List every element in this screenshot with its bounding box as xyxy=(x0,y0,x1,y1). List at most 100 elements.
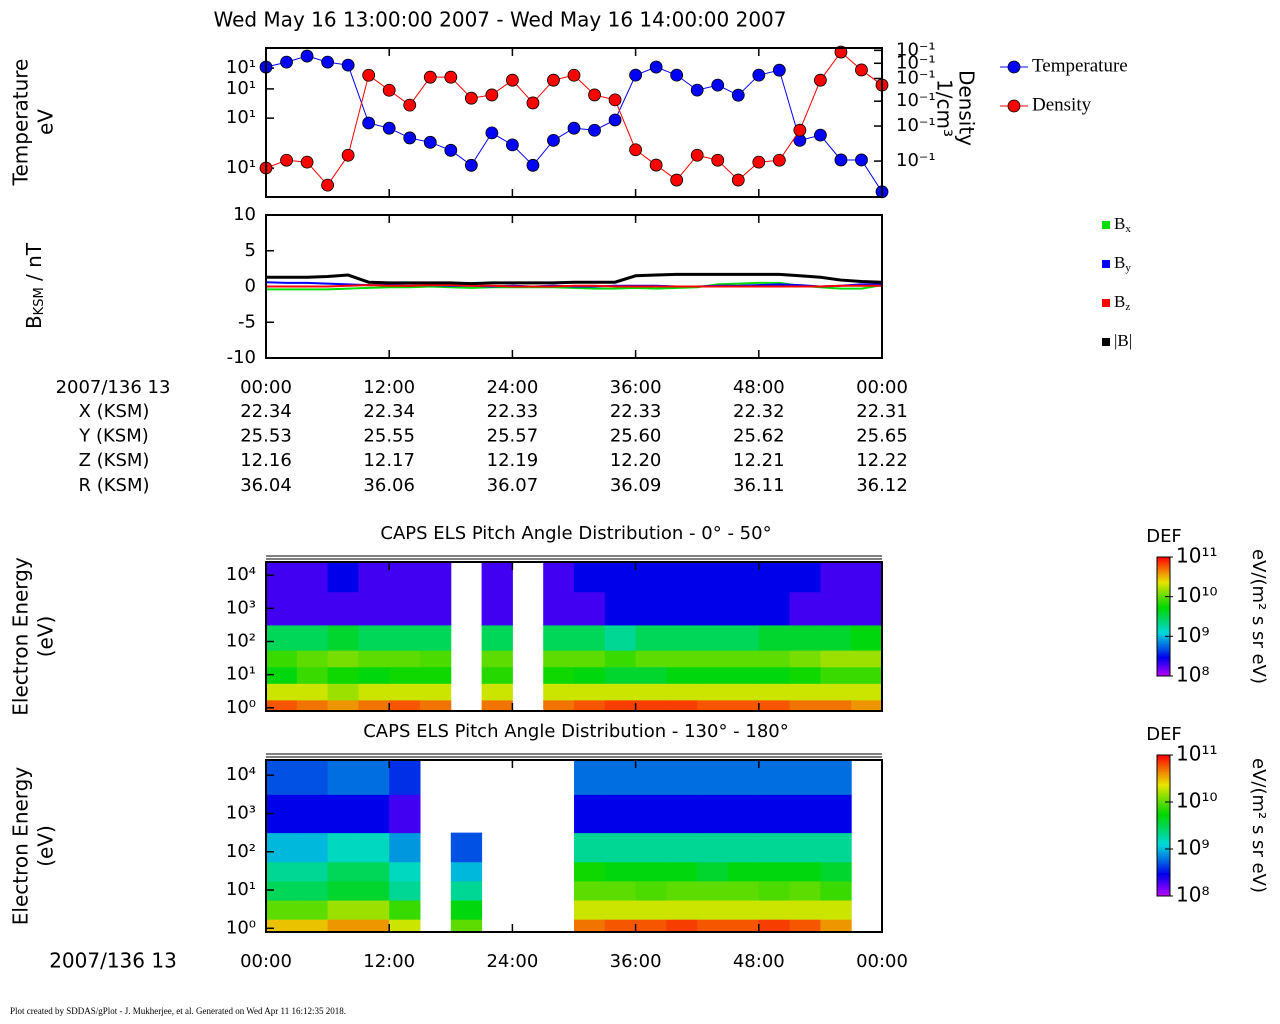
heatmap-cell xyxy=(820,832,852,863)
colorbar-strip xyxy=(1157,640,1170,643)
colorbar-strip xyxy=(1157,764,1170,768)
x-tick-label: 36:00 xyxy=(610,951,662,972)
heatmap-cell xyxy=(789,624,821,651)
series-marker xyxy=(567,68,581,82)
colorbar-strip xyxy=(1157,620,1170,623)
legend-label: Bz xyxy=(1114,292,1130,313)
series-marker xyxy=(690,148,704,162)
colorbar-strip xyxy=(1157,799,1170,803)
series-line xyxy=(266,281,882,291)
colorbar-strip xyxy=(1157,616,1170,619)
heatmap-cell xyxy=(543,666,575,684)
series-marker xyxy=(300,155,314,169)
series-marker xyxy=(690,83,704,97)
x-tick-label: 24:00 xyxy=(486,377,538,398)
heatmap-cell xyxy=(327,699,359,712)
colorbar-strip xyxy=(1157,674,1170,677)
ephemeris-value: 36.09 xyxy=(610,475,662,496)
heatmap-cell xyxy=(758,591,791,626)
y2-tick-label: 10⁻¹ xyxy=(896,150,936,171)
heatmap-cell xyxy=(697,624,729,651)
heatmap-cell xyxy=(820,880,852,901)
colorbar-strip xyxy=(1157,632,1170,635)
series-marker xyxy=(629,143,642,157)
heatmap-cell xyxy=(481,562,513,593)
heatmap-cell xyxy=(420,562,452,593)
heatmap-cell xyxy=(604,832,637,863)
ephemeris-value: 22.34 xyxy=(363,401,415,422)
heatmap-cell xyxy=(728,666,760,684)
colorbar-strip xyxy=(1157,574,1170,578)
heatmap-cell xyxy=(481,666,513,684)
heatmap-cell xyxy=(728,562,760,593)
ephemeris-value: 36.04 xyxy=(240,475,292,496)
heatmap-cell xyxy=(697,650,729,668)
heatmap-cell xyxy=(728,624,760,651)
colorbar-strip xyxy=(1157,656,1170,659)
heatmap-cell xyxy=(758,666,791,684)
heatmap-cell xyxy=(266,650,298,668)
y-tick-label: 10⁴ xyxy=(226,764,256,785)
series-marker xyxy=(321,178,335,192)
colorbar-strip xyxy=(1157,558,1170,562)
heatmap-cell xyxy=(851,683,883,701)
heatmap-cell xyxy=(820,666,852,684)
colorbar-strip xyxy=(1157,872,1170,876)
heatmap-cell xyxy=(604,650,637,668)
colorbar-strip xyxy=(1157,809,1170,812)
heatmap-cell xyxy=(420,591,452,626)
ephemeris-value: 25.55 xyxy=(363,426,415,447)
heatmap-cell xyxy=(728,832,760,863)
y-tick-label: 10² xyxy=(226,841,256,862)
heatmap-cell xyxy=(697,880,729,901)
colorbar-strip xyxy=(1157,813,1170,817)
heatmap-cell xyxy=(266,624,298,651)
colorbar-strip xyxy=(1157,853,1170,857)
colorbar-strip xyxy=(1157,776,1170,779)
heatmap-cell xyxy=(420,624,452,651)
y-tick-label: 10³ xyxy=(226,802,256,823)
heatmap-cell xyxy=(851,562,883,593)
heatmap-cell xyxy=(543,624,575,651)
heatmap-cell xyxy=(820,683,852,701)
legend-swatch xyxy=(1102,299,1110,307)
series-marker xyxy=(321,55,335,69)
ephemeris-value: 22.31 xyxy=(856,401,908,422)
colorbar-strip xyxy=(1157,811,1170,815)
legend-swatch xyxy=(1102,221,1110,229)
colorbar-strip xyxy=(1157,823,1170,826)
series-marker xyxy=(464,91,478,105)
heatmap-cell xyxy=(728,880,760,901)
series-marker xyxy=(814,128,827,142)
colorbar-strip xyxy=(1157,608,1170,612)
colorbar-strip xyxy=(1157,628,1170,631)
colorbar-strip xyxy=(1157,596,1170,600)
series-marker xyxy=(362,116,376,130)
heatmap-cell xyxy=(789,919,821,933)
series-line xyxy=(266,284,882,288)
plot-frame xyxy=(265,561,883,712)
heatmap-cell xyxy=(820,699,852,712)
colorbar-strip xyxy=(1157,844,1170,848)
heatmap-cell xyxy=(635,591,667,626)
heatmap-cell xyxy=(635,666,667,684)
series-marker xyxy=(855,63,868,77)
series-marker xyxy=(506,138,519,152)
colorbar-strip xyxy=(1157,780,1170,784)
legend-label: Bx xyxy=(1114,214,1131,235)
heatmap-cell xyxy=(481,699,513,712)
series-marker xyxy=(403,98,417,112)
colorbar-strip xyxy=(1157,644,1170,647)
colorbar-frame xyxy=(1156,556,1171,677)
colorbar-strip xyxy=(1157,893,1170,897)
x-tick-label: 48:00 xyxy=(733,377,785,398)
heatmap-cell xyxy=(635,650,667,668)
colorbar-strip xyxy=(1157,832,1170,836)
colorbar-strip xyxy=(1157,879,1170,883)
ephemeris-value: 12.22 xyxy=(856,450,908,471)
colorbar-strip xyxy=(1157,860,1170,864)
heatmap-cell xyxy=(358,562,390,593)
series-marker xyxy=(362,68,376,82)
panel-title: CAPS ELS Pitch Angle Distribution - 0° -… xyxy=(380,523,771,544)
y-tick-label: 10¹ xyxy=(226,57,256,78)
